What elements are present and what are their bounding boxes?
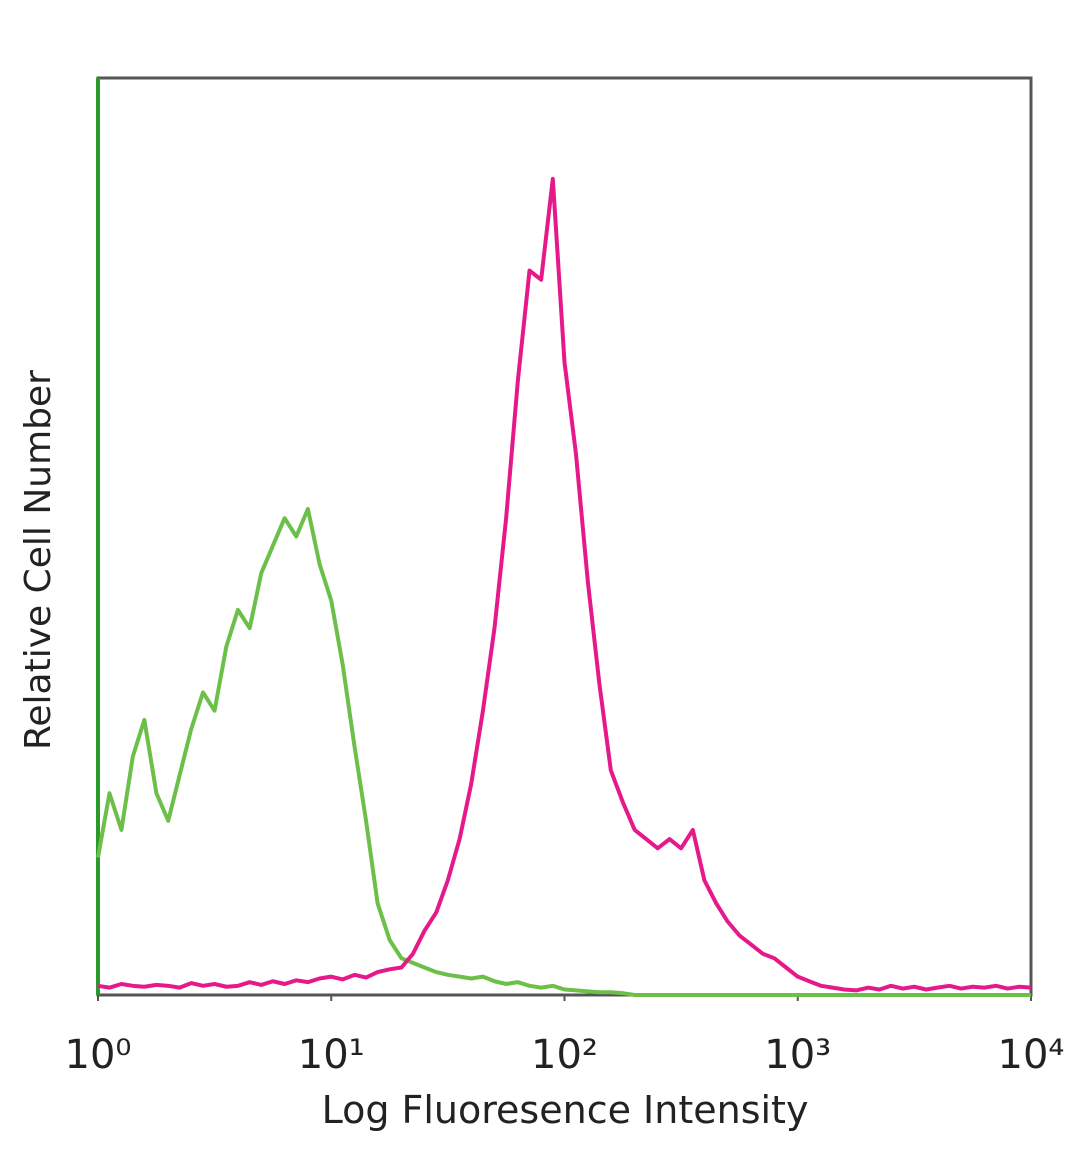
series-line <box>96 506 1031 997</box>
y-axis-title: Relative Cell Number <box>18 370 59 750</box>
plot-frame <box>96 76 1033 997</box>
x-tick-label: 10¹ <box>298 1032 365 1078</box>
x-tick-label: 10⁰ <box>65 1032 132 1078</box>
series-line <box>97 176 1032 993</box>
x-tick-label: 10² <box>531 1032 598 1078</box>
x-axis-title: Log Fluoresence Intensity <box>322 1088 809 1132</box>
x-tick-label: 10⁴ <box>998 1032 1065 1078</box>
x-tick-label: 10³ <box>764 1032 831 1078</box>
